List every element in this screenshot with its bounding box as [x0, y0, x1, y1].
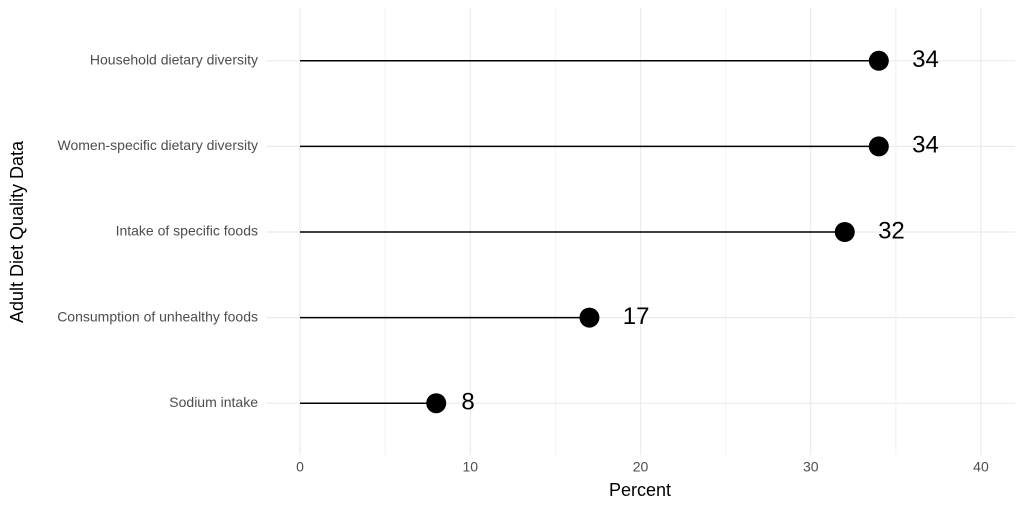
- lollipop-dot: [834, 222, 855, 242]
- x-tick-label: 0: [296, 459, 304, 475]
- y-tick-label: Intake of specific foods: [116, 223, 258, 239]
- value-label: 32: [878, 217, 905, 244]
- lollipop-dot: [579, 307, 600, 328]
- y-tick-label: Consumption of unhealthy foods: [57, 308, 258, 324]
- value-label: 8: [461, 389, 474, 416]
- lollipop-dot: [868, 50, 889, 71]
- value-label: 34: [912, 46, 939, 73]
- lollipop-dot: [426, 393, 447, 414]
- y-tick-label: Sodium intake: [169, 394, 258, 410]
- x-axis-title: Percent: [609, 480, 671, 500]
- lollipop-dot: [868, 136, 889, 157]
- x-tick-label: 40: [973, 459, 989, 475]
- x-tick-label: 30: [803, 459, 819, 475]
- value-label: 34: [912, 132, 939, 159]
- y-tick-label: Household dietary diversity: [90, 52, 258, 68]
- value-label: 17: [623, 303, 650, 330]
- x-tick-label: 20: [633, 459, 649, 475]
- y-axis-title: Adult Diet Quality Data: [7, 140, 27, 323]
- x-tick-label: 10: [462, 459, 478, 475]
- y-tick-label: Women-specific dietary diversity: [58, 137, 258, 153]
